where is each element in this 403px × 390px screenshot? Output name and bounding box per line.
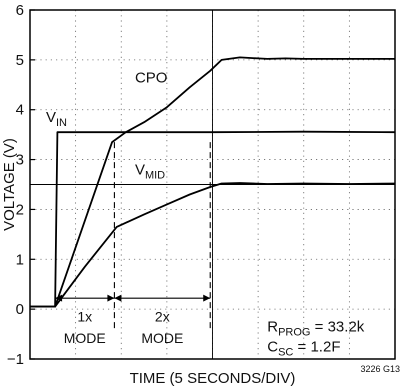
mode-arrowhead [203, 294, 211, 302]
y-tick-label: 1 [16, 251, 24, 268]
rprog-annotation: RPROG = 33.2k [267, 319, 365, 339]
y-axis-title: VOLTAGE (V) [1, 138, 18, 231]
series-cpo [30, 56, 395, 308]
series [30, 56, 396, 308]
mode1-label: 1x [77, 309, 92, 325]
y-tick-label: −1 [7, 351, 24, 368]
mode-arrows [55, 294, 211, 302]
y-tick-label: 5 [16, 52, 24, 69]
plot-frame [29, 9, 396, 360]
x-axis-title: TIME (5 SECONDS/DIV) [130, 370, 296, 387]
mode-markers [113, 142, 211, 332]
mode2-label-2: MODE [141, 330, 183, 346]
vin-label: VIN [46, 109, 67, 129]
cpo-label: CPO [135, 69, 168, 86]
y-tick-label: 4 [16, 102, 24, 119]
y-tick-label: 0 [16, 301, 24, 318]
y-tick-label: 3 [16, 152, 24, 169]
figure-id: 3226 G13 [360, 364, 400, 374]
series-v-mid [30, 182, 396, 308]
y-tick-label: 2 [16, 201, 24, 218]
mode-arrowhead [114, 294, 122, 302]
csc-annotation: CSC = 1.2F [267, 339, 340, 359]
mode-arrowhead [107, 294, 115, 302]
y-axis: −1 0 1 2 3 4 5 6 [7, 2, 35, 368]
mode2-label: 2x [155, 309, 170, 325]
y-tick-label: 6 [16, 2, 24, 19]
vmid-label: VMID [135, 162, 165, 182]
mode1-label-2: MODE [64, 330, 106, 346]
mode-arrowhead [55, 294, 63, 302]
